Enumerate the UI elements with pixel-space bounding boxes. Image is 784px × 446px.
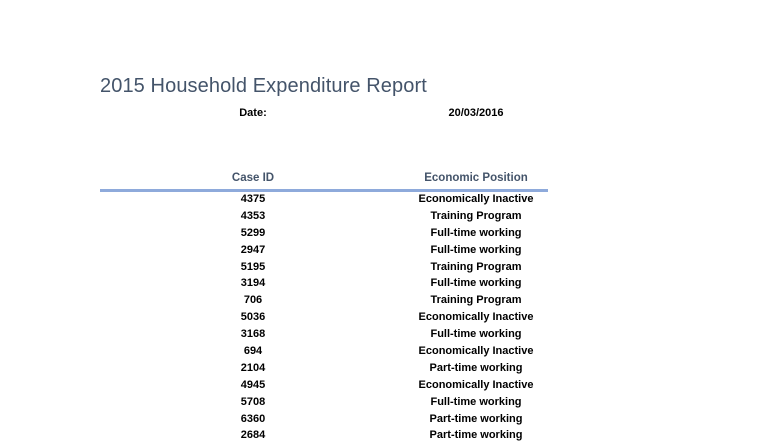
economic-position-cell: Economically Inactive — [418, 311, 534, 324]
economic-position-cell: Full-time working — [430, 277, 522, 290]
table-row: 5708 Full-time working — [0, 396, 784, 413]
date-label: Date: — [239, 107, 267, 119]
date-value: 20/03/2016 — [448, 107, 504, 119]
case-id-cell: 2947 — [240, 243, 266, 256]
case-id-cell: 4353 — [240, 209, 266, 222]
table-row: 3194 Full-time working — [0, 277, 784, 294]
table-row: 694 Economically Inactive — [0, 345, 784, 362]
case-id-cell: 694 — [243, 345, 263, 358]
case-id-cell: 2104 — [240, 361, 266, 374]
case-id-cell: 706 — [243, 294, 263, 307]
economic-position-cell: Part-time working — [429, 412, 523, 425]
header-case-id: Case ID — [231, 172, 275, 184]
case-id-cell: 5195 — [240, 260, 266, 273]
economic-position-cell: Full-time working — [430, 226, 522, 239]
economic-position-cell: Full-time working — [430, 328, 522, 341]
table-row: 5036 Economically Inactive — [0, 311, 784, 328]
case-id-cell: 4375 — [240, 193, 266, 205]
table-row: 3168 Full-time working — [0, 328, 784, 345]
economic-position-cell: Training Program — [430, 294, 522, 307]
table-row: 4375 Economically Inactive — [0, 193, 784, 210]
table-row: 6360 Part-time working — [0, 413, 784, 430]
case-id-cell: 6360 — [240, 412, 266, 425]
table-row: 4945 Economically Inactive — [0, 379, 784, 396]
case-id-cell: 2684 — [240, 429, 266, 442]
economic-position-cell: Economically Inactive — [418, 193, 534, 205]
header-rule — [100, 189, 548, 192]
economic-position-cell: Training Program — [430, 260, 522, 273]
economic-position-cell: Economically Inactive — [418, 345, 534, 358]
economic-position-cell: Economically Inactive — [418, 378, 534, 391]
table-row: 2947 Full-time working — [0, 244, 784, 261]
case-id-cell: 3168 — [240, 328, 266, 341]
economic-position-cell: Full-time working — [430, 395, 522, 408]
table-row: 5195 Training Program — [0, 261, 784, 278]
economic-position-cell: Full-time working — [430, 243, 522, 256]
case-id-cell: 5708 — [240, 395, 266, 408]
case-id-cell: 5036 — [240, 311, 266, 324]
header-economic-position: Economic Position — [424, 172, 528, 184]
case-id-cell: 5299 — [240, 226, 266, 239]
economic-position-cell: Part-time working — [429, 361, 523, 374]
table-body: 4375 Economically Inactive 4353 Training Pr… — [0, 193, 784, 446]
case-id-cell: 3194 — [240, 277, 266, 290]
economic-position-cell: Part-time working — [429, 429, 523, 442]
table-row: 706 Training Program — [0, 294, 784, 311]
economic-position-cell: Training Program — [430, 209, 522, 222]
case-id-cell: 4945 — [240, 378, 266, 391]
table-row: 2104 Part-time working — [0, 362, 784, 379]
table-row: 5299 Full-time working — [0, 227, 784, 244]
table-row: 2684 Part-time working — [0, 429, 784, 446]
table-row: 4353 Training Program — [0, 210, 784, 227]
report-title: 2015 Household Expenditure Report — [100, 75, 427, 97]
